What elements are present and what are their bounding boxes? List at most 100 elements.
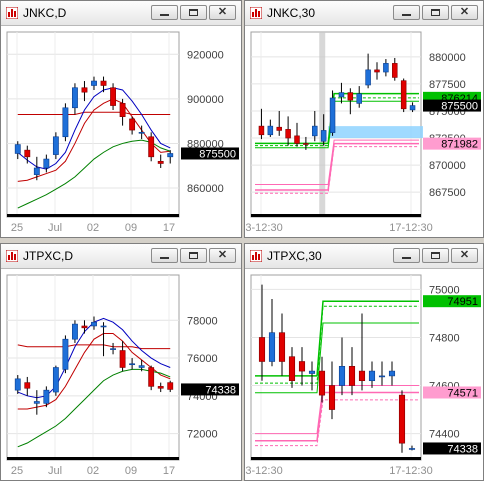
- x-tick-label: 13-12:30: [245, 465, 283, 477]
- price-chart[interactable]: 7500074800746007440013-12:3017-12:307495…: [245, 269, 483, 480]
- minimize-button[interactable]: [151, 5, 178, 20]
- candle-body: [100, 325, 107, 328]
- candle-body: [383, 63, 389, 73]
- y-tick-label: 78000: [187, 315, 218, 327]
- minimize-icon: [402, 14, 411, 16]
- candle-body: [148, 136, 155, 158]
- chart-window-jtpxc-daily[interactable]: JTPXC,D ✕ 78000 76000 74000 72000 25 Jul 02 09 1…: [0, 243, 242, 481]
- candle-body: [278, 332, 286, 362]
- close-icon: ✕: [459, 249, 470, 261]
- candle-body: [43, 389, 50, 404]
- candle-body: [138, 132, 145, 134]
- candle-body: [400, 80, 407, 110]
- candle-body: [167, 153, 174, 158]
- moving-average-line: [17, 98, 171, 182]
- level-line: [255, 399, 419, 447]
- candle-body: [62, 338, 69, 370]
- candle-body: [258, 125, 265, 136]
- y-tick-label: 920000: [187, 49, 224, 61]
- plot-area: [250, 31, 422, 218]
- candle-body: [320, 130, 327, 142]
- shadow-divider: [319, 32, 326, 217]
- candle-body: [72, 87, 78, 109]
- candle-body: [378, 375, 386, 378]
- moving-average-line: [17, 87, 171, 170]
- minimize-button[interactable]: [151, 248, 178, 263]
- chart-window-jnkc-daily[interactable]: JNKC,D ✕ 920000 900000 880000 860000 25 Jul 02…: [0, 0, 242, 238]
- close-button[interactable]: ✕: [451, 248, 478, 263]
- candle-body: [285, 129, 291, 139]
- close-button[interactable]: ✕: [451, 5, 478, 20]
- chart-window-jtpxc-30min[interactable]: JTPXC,30 ✕ 7500074800746007440013-12:301…: [244, 243, 484, 481]
- timeline-strip: [251, 457, 421, 460]
- candle-body: [338, 92, 345, 98]
- title-bar[interactable]: JNKC,D ✕: [1, 1, 241, 26]
- title-bar[interactable]: JTPXC,D ✕: [1, 244, 241, 269]
- price-badge-label: 74951: [447, 296, 478, 308]
- close-button[interactable]: ✕: [209, 248, 236, 263]
- x-tick-label: Jul: [48, 222, 62, 234]
- candle-body: [408, 448, 416, 450]
- price-chart[interactable]: 920000 900000 880000 860000 25 Jul 02 09 17 87550…: [1, 26, 241, 237]
- title-bar[interactable]: JNKC,30 ✕: [245, 1, 483, 26]
- x-tick-label: 13-12:30: [245, 222, 283, 234]
- candle-body: [14, 144, 21, 154]
- price-badge: [423, 137, 481, 150]
- candle-body: [328, 385, 336, 410]
- window-title: JTPXC,D: [23, 249, 74, 263]
- x-tick-label: 17: [163, 222, 175, 234]
- candle-body: [72, 323, 78, 340]
- minimize-button[interactable]: [393, 248, 420, 263]
- chart-app-icon: [6, 250, 18, 262]
- price-chart[interactable]: 88000087750087500087250087000086750013-1…: [245, 26, 483, 237]
- minimize-icon: [160, 257, 169, 259]
- chart-app-icon: [250, 250, 262, 262]
- maximize-icon: [431, 9, 440, 16]
- candle-body: [119, 103, 126, 117]
- minimize-button[interactable]: [393, 5, 420, 20]
- y-tick-label: 870000: [429, 160, 466, 172]
- maximize-button[interactable]: [422, 248, 449, 263]
- y-tick-label: 900000: [187, 94, 224, 106]
- candle-body: [329, 97, 336, 133]
- price-badge-label: 74571: [447, 387, 478, 399]
- candle-body: [100, 80, 107, 86]
- y-tick-label: 877500: [429, 79, 466, 91]
- title-bar[interactable]: JTPXC,30 ✕: [245, 244, 483, 269]
- candle-body: [167, 382, 174, 390]
- level-line: [255, 305, 419, 384]
- minimize-icon: [160, 14, 169, 16]
- close-button[interactable]: ✕: [209, 5, 236, 20]
- candle-body: [312, 125, 318, 137]
- timeline-strip: [7, 214, 179, 217]
- maximize-button[interactable]: [180, 5, 207, 20]
- candle-body: [81, 325, 88, 329]
- candle-body: [365, 69, 371, 86]
- candle-body: [267, 125, 274, 136]
- candle-body: [157, 386, 164, 389]
- maximize-button[interactable]: [422, 5, 449, 20]
- plot-area: [250, 274, 422, 461]
- moving-average-line: [17, 111, 171, 115]
- x-tick-label: 09: [125, 465, 137, 477]
- level-line: [255, 142, 419, 191]
- price-badge-label: 875500: [199, 148, 236, 160]
- range-band: [328, 126, 423, 139]
- candle-body: [52, 367, 59, 393]
- candle-body: [356, 93, 362, 104]
- candle-body: [308, 370, 316, 374]
- candle-body: [338, 365, 346, 386]
- price-badge: [423, 295, 481, 308]
- level-line: [255, 322, 419, 394]
- chart-window-jnkc-30min[interactable]: JNKC,30 ✕ 880000877500875000872500870000…: [244, 0, 484, 238]
- y-tick-label: 867500: [429, 187, 466, 199]
- x-tick-label: 25: [11, 465, 23, 477]
- candle-body: [62, 107, 69, 138]
- candle-body: [91, 321, 97, 327]
- x-tick-label: 17: [163, 465, 175, 477]
- price-badge: [423, 386, 481, 399]
- candle-body: [81, 87, 88, 93]
- maximize-button[interactable]: [180, 248, 207, 263]
- candle-body: [33, 401, 40, 404]
